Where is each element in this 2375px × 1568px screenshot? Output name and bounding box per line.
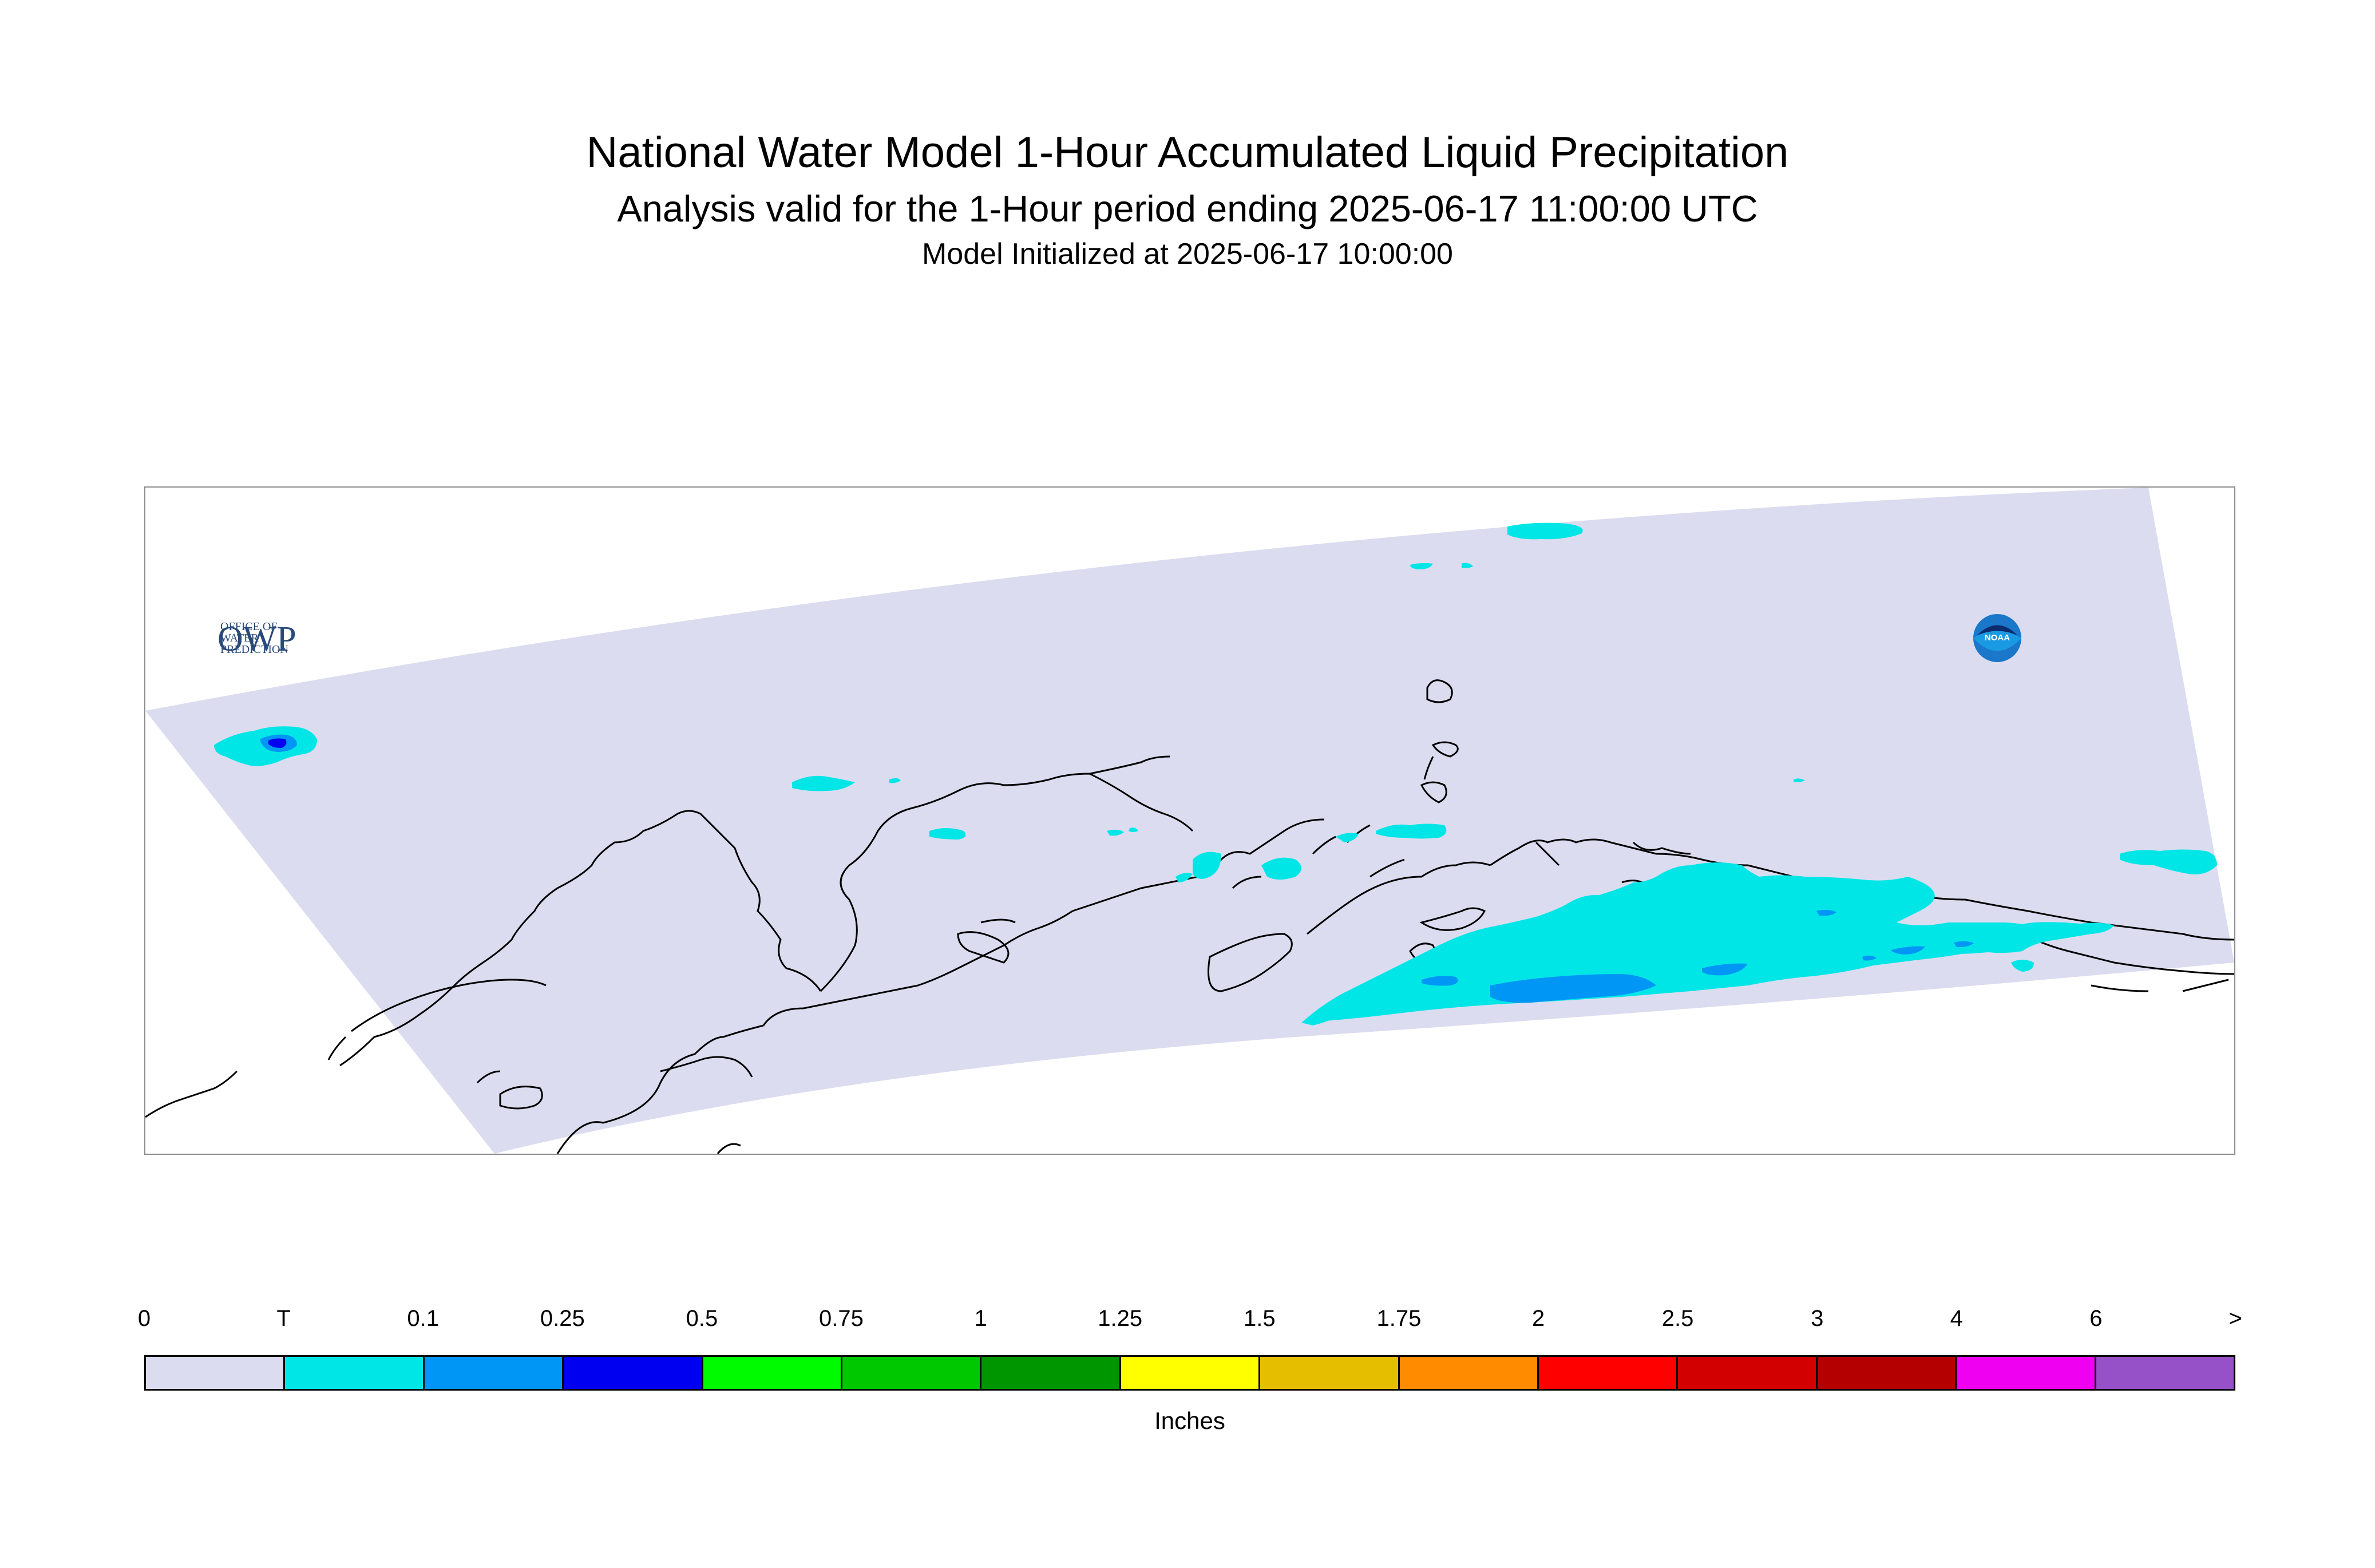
- precipitation-map: [144, 486, 2235, 1155]
- owp-logo-text-line1: OFFICE OF: [220, 620, 278, 633]
- legend-swatch: [703, 1357, 843, 1389]
- legend-units: Inches: [1154, 1407, 1225, 1434]
- legend-swatch: [1539, 1357, 1679, 1389]
- coastlines: [145, 679, 2234, 1154]
- legend-tick-label: 0.75: [819, 1306, 864, 1331]
- model-init-time: Model Initialized at 2025-06-17 10:00:00: [922, 237, 1453, 271]
- legend-tick-label: 2: [1531, 1306, 1545, 1331]
- legend-colorbar: [144, 1355, 2235, 1391]
- owp-logo: OWP: [69, 615, 329, 670]
- legend-swatch: [1260, 1357, 1400, 1389]
- noaa-logo-graphic: NOAA: [1973, 614, 2021, 662]
- legend-tick-label: 1.75: [1376, 1306, 1422, 1331]
- legend-tick-label: 4: [1950, 1306, 1963, 1331]
- precip-quarter: [268, 738, 287, 748]
- legend-tick-label: T: [276, 1306, 291, 1331]
- legend-tick-label: 1.5: [1243, 1306, 1276, 1331]
- legend-swatch: [1399, 1357, 1539, 1389]
- map-title: National Water Model 1-Hour Accumulated …: [586, 128, 1789, 177]
- noaa-logo-wave: [1973, 631, 2021, 651]
- legend-swatch: [842, 1357, 982, 1389]
- legend-swatch: [424, 1357, 564, 1389]
- legend-tick-label: 6: [2089, 1306, 2103, 1331]
- precip-legend: 0 T 0.1 0.25 0.5 0.75 1 1.25 1.5 1.75 2 2.5 3 4 6 > Inc…: [138, 1305, 2242, 1442]
- owp-logo-mark: OWP: [217, 620, 296, 659]
- owp-logo-text-line2: WATER: [220, 632, 259, 644]
- noaa-logo-bird: [1977, 625, 2017, 635]
- legend-swatch: [981, 1357, 1121, 1389]
- legend-swatch: [564, 1357, 703, 1389]
- legend-swatch: [1817, 1357, 1957, 1389]
- legend-swatch: [1957, 1357, 2096, 1389]
- legend-swatch: [2096, 1357, 2234, 1389]
- legend-tick-label: 1: [974, 1306, 987, 1331]
- noaa-logo-text: NOAA: [1985, 633, 2010, 643]
- owp-logo-graphic: OWP: [217, 620, 329, 659]
- model-domain: [145, 488, 2234, 1154]
- legend-swatch: [285, 1357, 425, 1389]
- legend-tick-label: 1.25: [1098, 1306, 1143, 1331]
- legend-tick-label: 0.25: [540, 1306, 585, 1331]
- map-canvas: [145, 488, 2234, 1154]
- legend-swatch: [1678, 1357, 1818, 1389]
- legend-swatch: [1121, 1357, 1261, 1389]
- owp-logo-text: OFFICE OF WATER PREDICTION: [220, 621, 288, 655]
- legend-tick-label: 3: [1811, 1306, 1824, 1331]
- legend-tick-label: 0: [137, 1306, 151, 1331]
- legend-tick-label: 2.5: [1661, 1306, 1694, 1331]
- legend-tick-label: >: [2228, 1306, 2242, 1331]
- map-subtitle: Analysis valid for the 1-Hour period end…: [617, 188, 1758, 229]
- legend-tick-label: 0.1: [407, 1306, 439, 1331]
- legend-swatch: [146, 1357, 286, 1389]
- owp-logo-text-line3: PREDICTION: [220, 643, 288, 656]
- noaa-logo: NOAA: [1972, 612, 2023, 667]
- legend-tick-label: 0.5: [686, 1306, 718, 1331]
